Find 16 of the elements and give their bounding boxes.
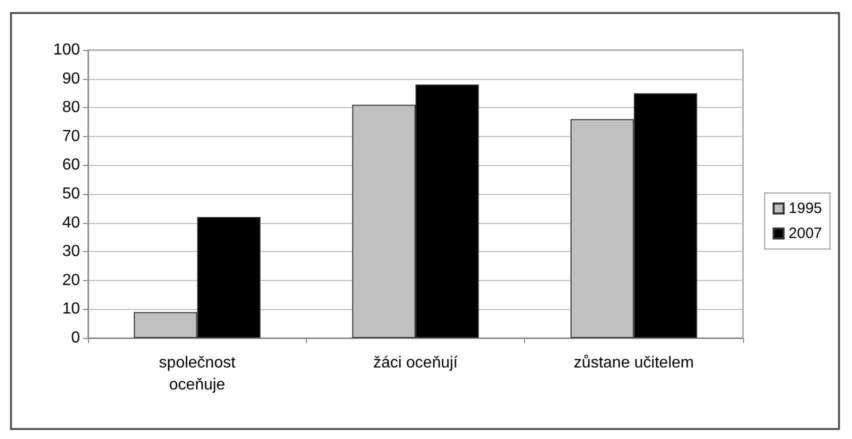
y-tick-label: 0 (71, 330, 80, 346)
y-tick-label: 60 (62, 156, 80, 174)
y-tick-label: 30 (62, 243, 80, 260)
x-tick-label: zůstane učitelem (574, 354, 694, 372)
x-tick-label: společnost oceňuje (158, 354, 236, 394)
y-tick-label: 70 (62, 128, 80, 145)
y-tick-label: 50 (62, 186, 80, 202)
y-tick-label: 20 (62, 272, 80, 289)
legend-label: 2007 (788, 225, 822, 242)
y-tick-label: 90 (62, 70, 80, 88)
y-tick-label: 100 (53, 42, 80, 58)
y-tick-label: 80 (62, 99, 80, 116)
legend-label: 1995 (788, 200, 822, 217)
x-tick-label: žáci oceňují (373, 354, 458, 372)
y-tick-label: 40 (62, 214, 80, 232)
y-tick-label: 10 (62, 300, 80, 318)
